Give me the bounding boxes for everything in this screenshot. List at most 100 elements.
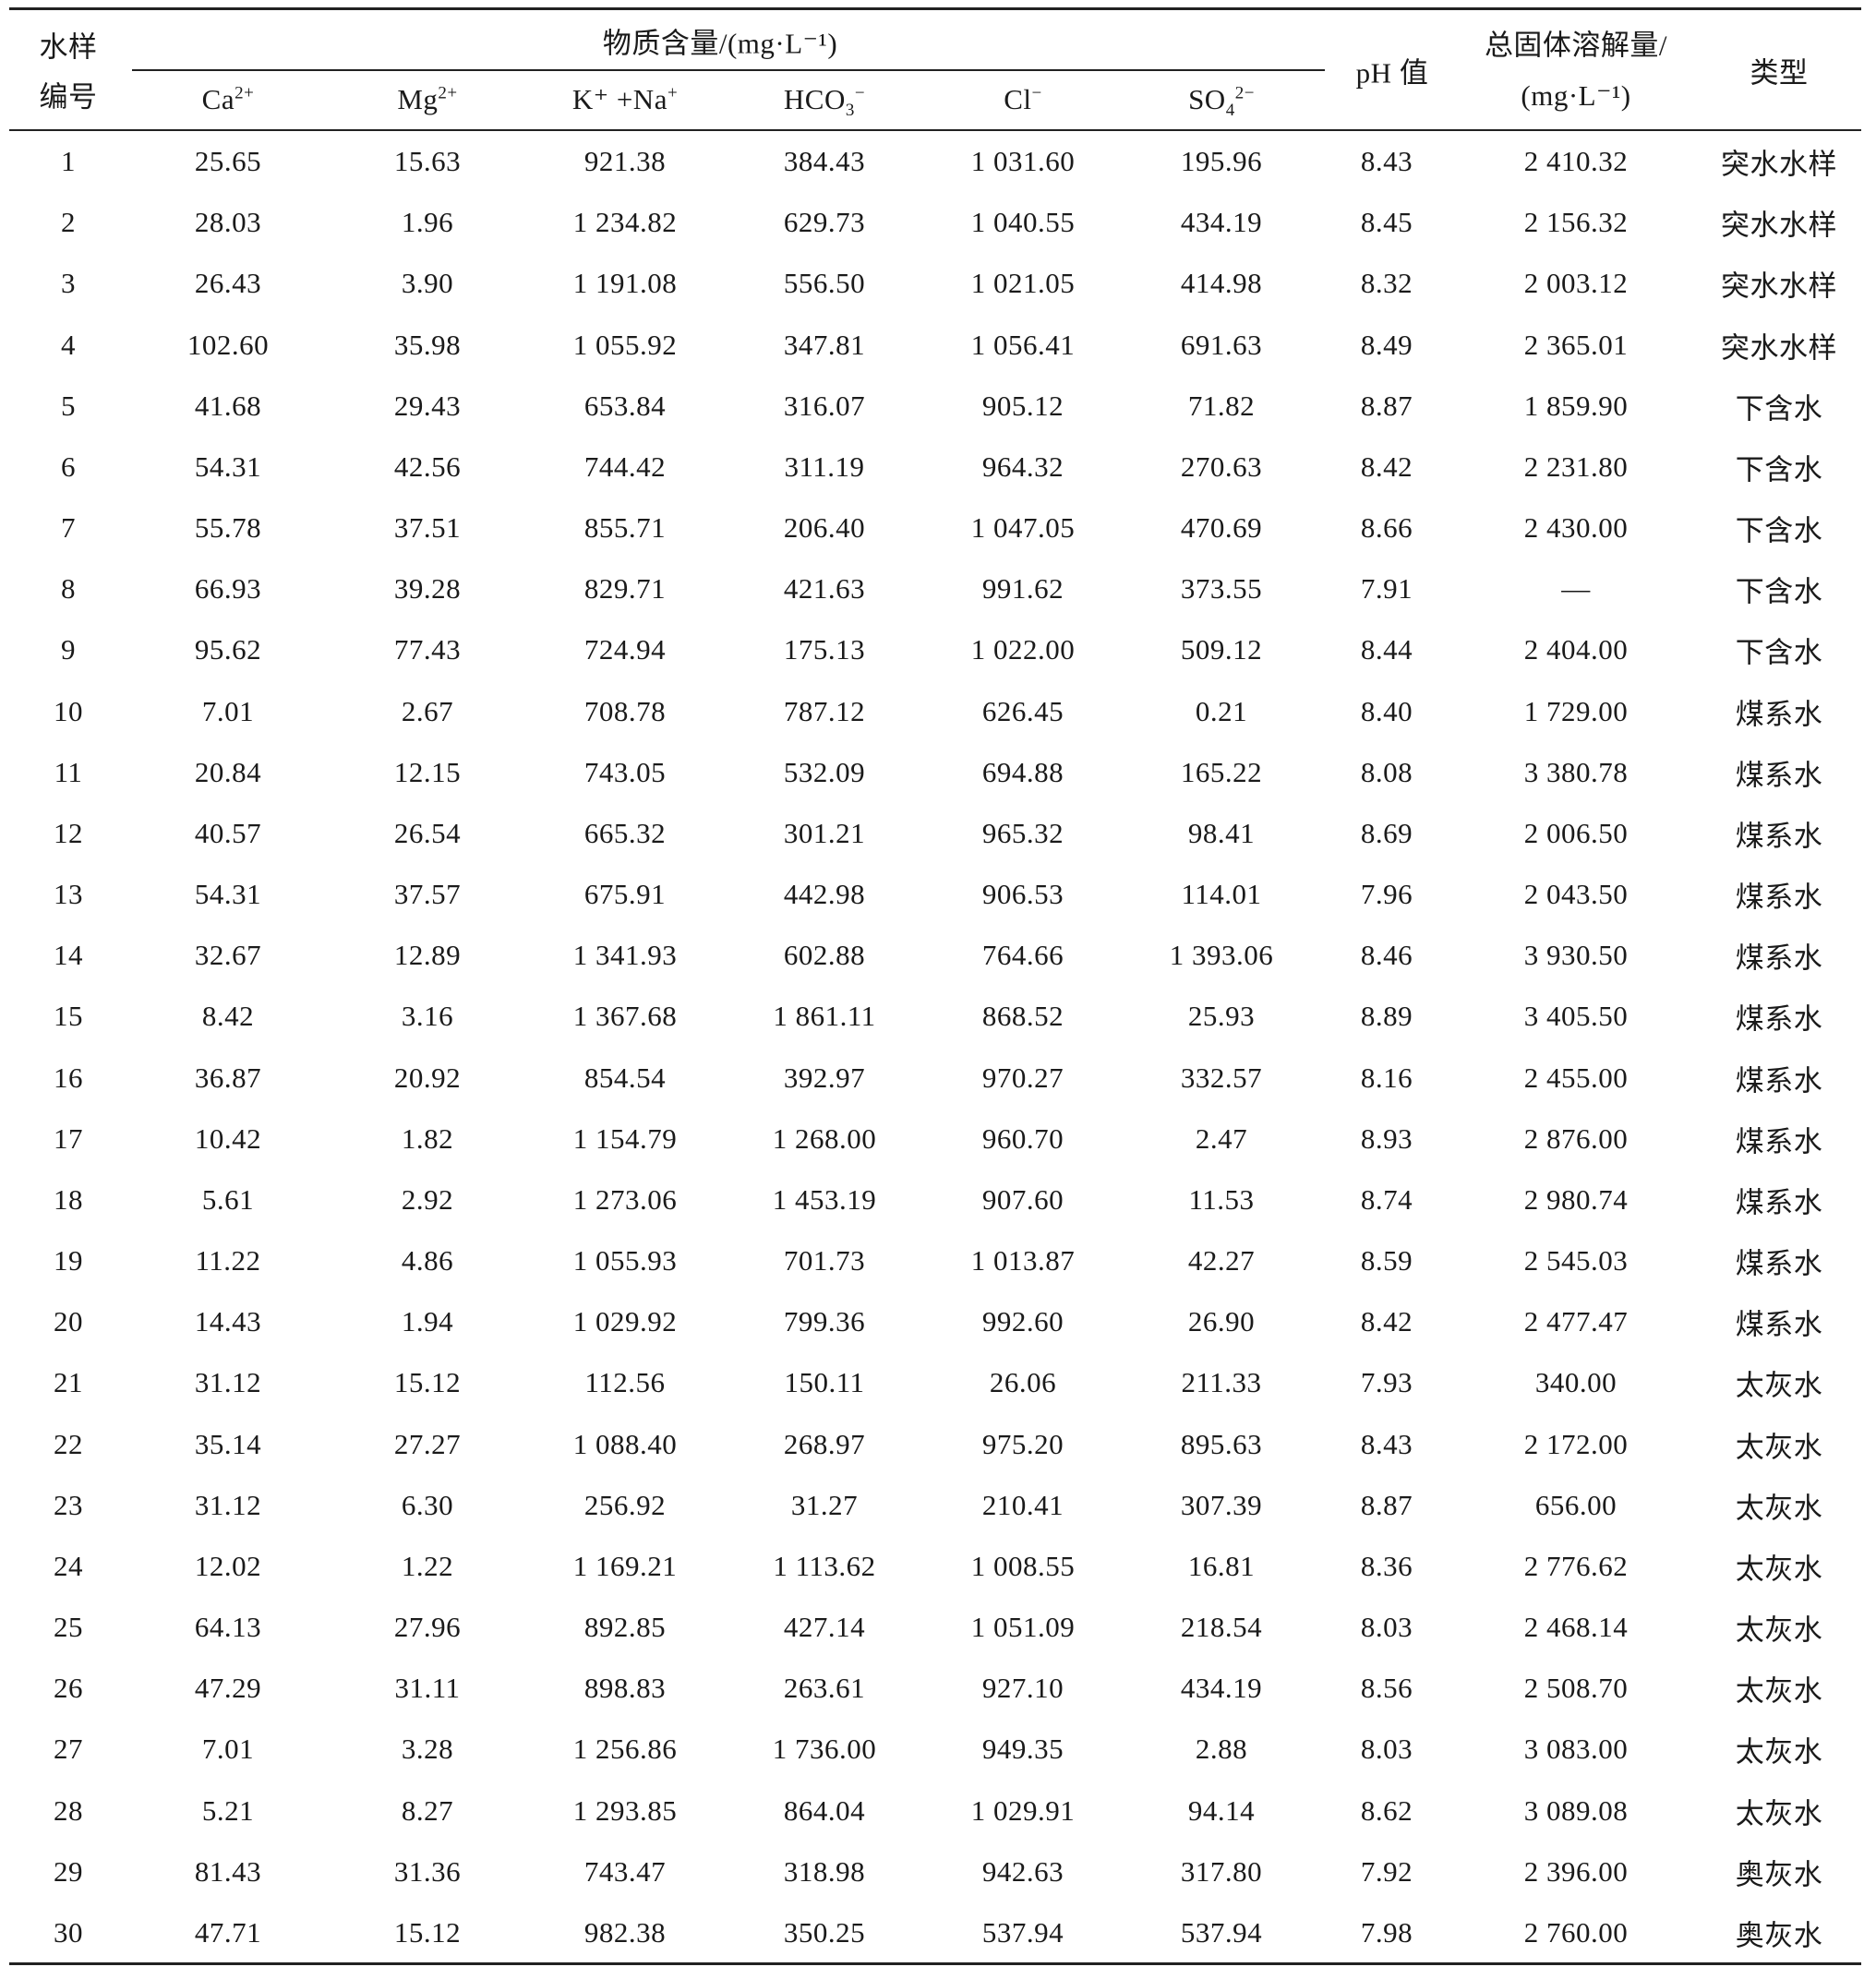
cell-k-na: 1 029.92 — [572, 1305, 678, 1338]
cell-so4: 218.54 — [1180, 1611, 1263, 1644]
cell-hco3: 150.11 — [784, 1366, 865, 1399]
cell-mg: 12.15 — [393, 755, 462, 788]
header-tds-1: 总固体溶解量/ — [1484, 29, 1668, 62]
cell-sample-no: 25 — [54, 1611, 83, 1644]
cell-tds: 3 930.50 — [1523, 939, 1629, 972]
cell-ph: 8.93 — [1360, 1121, 1413, 1155]
cell-k-na: 743.47 — [583, 1854, 667, 1888]
cell-so4: 1 393.06 — [1169, 939, 1274, 972]
cell-tds: 2 003.12 — [1523, 267, 1629, 300]
group-rule — [132, 69, 1325, 71]
cell-ca: 12.02 — [194, 1549, 262, 1582]
cell-so4: 195.96 — [1180, 145, 1263, 177]
cell-tds: 2 231.80 — [1523, 450, 1629, 483]
cell-k-na: 1 293.85 — [572, 1793, 678, 1827]
cell-hco3: 1 268.00 — [772, 1121, 877, 1155]
cell-hco3: 206.40 — [783, 511, 866, 545]
cell-k-na: 665.32 — [583, 816, 667, 849]
cell-so4: 470.69 — [1180, 511, 1263, 545]
ion-base: HCO — [783, 83, 846, 115]
cell-ca: 20.84 — [194, 755, 262, 788]
cell-so4: 434.19 — [1180, 1672, 1263, 1705]
cell-mg: 42.56 — [393, 450, 462, 483]
cell-ph: 8.74 — [1360, 1182, 1413, 1216]
cell-ca: 66.93 — [194, 572, 262, 606]
cell-type: 太灰水 — [1735, 1492, 1823, 1525]
cell-hco3: 347.81 — [783, 328, 866, 361]
cell-so4: 317.80 — [1180, 1854, 1263, 1888]
ion-base: Cl — [1004, 83, 1032, 115]
cell-hco3: 392.97 — [783, 1061, 866, 1094]
cell-type: 奥灰水 — [1735, 1919, 1823, 1952]
cell-tds: 2 455.00 — [1523, 1061, 1629, 1094]
cell-sample-no: 24 — [54, 1549, 83, 1582]
cell-type: 煤系水 — [1735, 1247, 1823, 1280]
bottom-rule — [9, 1962, 1861, 1965]
cell-type: 突水水样 — [1721, 331, 1837, 364]
cell-type: 太灰水 — [1735, 1431, 1823, 1464]
cell-hco3: 556.50 — [783, 267, 866, 300]
cell-sample-no: 19 — [54, 1244, 83, 1277]
cell-ph: 8.42 — [1360, 1305, 1413, 1338]
cell-k-na: 1 273.06 — [572, 1182, 678, 1216]
cell-ph: 8.59 — [1360, 1244, 1413, 1277]
cell-mg: 4.86 — [401, 1244, 454, 1277]
cell-mg: 39.28 — [393, 572, 462, 606]
cell-sample-no: 3 — [61, 267, 76, 300]
cell-k-na: 708.78 — [583, 694, 667, 727]
cell-type: 煤系水 — [1735, 759, 1823, 792]
cell-tds: 2 477.47 — [1523, 1305, 1629, 1338]
cell-cl: 960.70 — [981, 1121, 1064, 1155]
cell-so4: 414.98 — [1180, 267, 1263, 300]
cell-type: 下含水 — [1735, 392, 1823, 426]
cell-tds: 1 729.00 — [1523, 694, 1629, 727]
ion-base: Mg — [397, 83, 439, 115]
cell-sample-no: 20 — [54, 1305, 83, 1338]
cell-sample-no: 28 — [54, 1793, 83, 1827]
ion-charge: 2+ — [234, 83, 255, 103]
ion-charge: − — [854, 83, 866, 103]
cell-cl: 970.27 — [981, 1061, 1064, 1094]
cell-ph: 8.66 — [1360, 511, 1413, 545]
cell-ca: 40.57 — [194, 816, 262, 849]
cell-mg: 1.96 — [401, 206, 454, 239]
cell-sample-no: 27 — [54, 1733, 83, 1766]
cell-cl: 626.45 — [981, 694, 1064, 727]
cell-ca: 54.31 — [194, 450, 262, 483]
cell-so4: 94.14 — [1187, 1793, 1256, 1827]
cell-k-na: 921.38 — [583, 145, 667, 177]
cell-k-na: 1 367.68 — [572, 1000, 678, 1033]
cell-tds: — — [1561, 572, 1591, 606]
cell-tds: 2 468.14 — [1523, 1611, 1629, 1644]
cell-mg: 31.11 — [394, 1672, 461, 1705]
ion-charge: + — [667, 83, 679, 103]
cell-ph: 8.62 — [1360, 1793, 1413, 1827]
cell-mg: 3.16 — [401, 1000, 454, 1033]
cell-k-na: 675.91 — [583, 878, 667, 911]
cell-k-na: 1 341.93 — [572, 939, 678, 972]
header-ion-hco3: HCO3− — [783, 83, 866, 119]
cell-so4: 2.47 — [1195, 1121, 1248, 1155]
cell-so4: 0.21 — [1195, 694, 1248, 727]
cell-so4: 26.90 — [1187, 1305, 1256, 1338]
cell-sample-no: 14 — [54, 939, 83, 972]
cell-hco3: 427.14 — [783, 1611, 866, 1644]
cell-type: 煤系水 — [1735, 1186, 1823, 1219]
cell-sample-no: 11 — [54, 755, 83, 788]
cell-type: 太灰水 — [1735, 1369, 1823, 1402]
cell-sample-no: 26 — [54, 1672, 83, 1705]
cell-tds: 3 089.08 — [1523, 1793, 1629, 1827]
cell-mg: 1.22 — [401, 1549, 454, 1582]
cell-type: 奥灰水 — [1735, 1858, 1823, 1891]
cell-tds: 2 980.74 — [1523, 1182, 1629, 1216]
cell-k-na: 724.94 — [583, 633, 667, 666]
cell-ph: 8.42 — [1360, 450, 1413, 483]
cell-mg: 3.28 — [401, 1733, 454, 1766]
ion-charge: − — [1031, 83, 1042, 103]
cell-hco3: 175.13 — [783, 633, 866, 666]
cell-hco3: 1 113.62 — [773, 1549, 876, 1582]
cell-cl: 907.60 — [981, 1182, 1064, 1216]
cell-cl: 927.10 — [981, 1672, 1064, 1705]
cell-cl: 537.94 — [981, 1915, 1064, 1949]
cell-so4: 25.93 — [1187, 1000, 1256, 1033]
